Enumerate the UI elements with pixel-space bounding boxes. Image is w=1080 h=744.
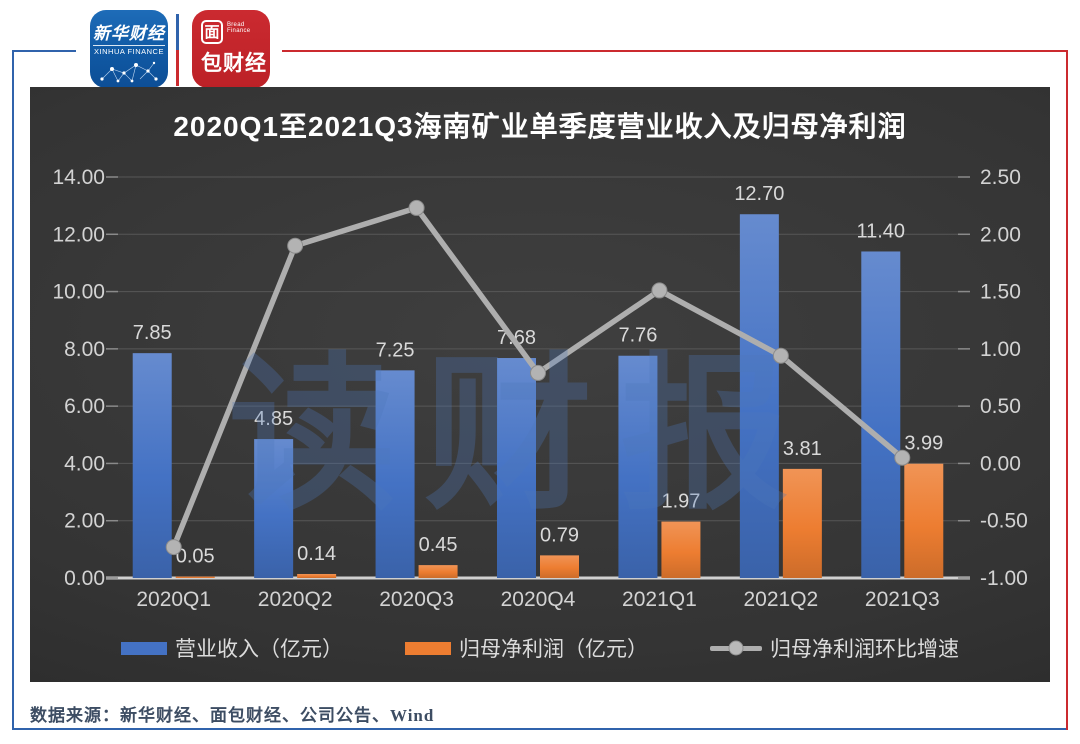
bar-revenue: [739, 214, 779, 578]
legend-label-revenue: 营业收入（亿元）: [175, 638, 343, 661]
frame-right-red-line: [1066, 50, 1068, 730]
x-axis-category-label: 2021Q3: [865, 588, 940, 611]
right-axis-tick-label: 0.00: [980, 452, 1021, 475]
frame-top-blue-line: [12, 50, 76, 52]
xinhua-logo-title: 新华财经: [93, 19, 165, 46]
bar-net-profit: [904, 463, 944, 578]
frame-left-blue-line: [12, 50, 14, 730]
frame-bottom-blue-line: [12, 728, 1068, 730]
left-axis-tick-label: 12.00: [52, 223, 105, 246]
bar-net-profit: [175, 576, 215, 578]
x-axis-category-label: 2020Q3: [379, 588, 454, 611]
legend-swatch-net-profit: [405, 641, 451, 655]
frame-top-red-line: [282, 50, 1066, 52]
bar-value-label: 7.76: [618, 325, 657, 347]
chart-canvas: 14.00 2.50 12.00 2.00 10.00 1.50 8.00 1.00 6.00 0…: [52, 166, 1028, 611]
left-axis-tick-label: 10.00: [52, 281, 105, 304]
constellation-icon: [100, 61, 158, 83]
xinhua-logo-subtitle: XINHUA FINANCE: [94, 47, 164, 56]
data-source-text: 数据来源：新华财经、面包财经、公司公告、Wind: [30, 706, 435, 725]
chart-legend: 营业收入（亿元） 归母净利润（亿元） 归母净利润环比增速: [30, 633, 1050, 663]
bread-logo-mian-glyph: 面: [201, 20, 223, 44]
x-axis-category-label: 2020Q2: [258, 588, 333, 611]
growth-line-marker: [772, 347, 789, 364]
legend-item-net-profit: 归母净利润（亿元）: [405, 633, 648, 663]
growth-line-marker: [530, 364, 546, 381]
bar-value-label: 4.85: [254, 408, 293, 430]
right-axis-tick-label: -0.50: [980, 510, 1028, 533]
legend-item-growth: 归母净利润环比增速: [710, 633, 959, 663]
right-axis-tick-label: 2.00: [980, 223, 1021, 246]
bar-revenue: [618, 355, 658, 578]
bar-net-profit: [540, 555, 579, 578]
bread-logo-brand-en: Bread Finance: [226, 22, 251, 34]
bar-value-label: 0.79: [540, 524, 579, 546]
right-axis-tick-label: -1.00: [980, 567, 1028, 590]
bar-revenue: [132, 353, 172, 578]
logo-divider-blue: [176, 14, 179, 50]
legend-label-growth: 归母净利润环比增速: [770, 638, 959, 661]
growth-line-marker: [651, 282, 668, 299]
legend-label-net-profit: 归母净利润（亿元）: [459, 638, 648, 661]
bar-value-label: 12.70: [734, 183, 784, 205]
growth-line-marker: [408, 199, 425, 216]
bar-net-profit: [661, 521, 701, 578]
growth-line-marker: [165, 539, 182, 556]
legend-swatch-revenue: [121, 641, 167, 655]
bar-net-profit: [418, 565, 458, 578]
bar-net-profit: [297, 573, 337, 578]
chart-title: 2020Q1至2021Q3海南矿业单季度营业收入及归母净利润: [173, 111, 907, 142]
left-axis-tick-label: 14.00: [52, 166, 105, 189]
legend-line-marker-icon: [710, 640, 762, 656]
xinhua-finance-logo: 新华财经 XINHUA FINANCE: [90, 10, 168, 88]
right-axis-tick-label: 0.50: [980, 395, 1021, 418]
bar-value-label: 3.81: [783, 438, 822, 460]
growth-line-marker: [894, 449, 911, 466]
x-axis-category-label: 2021Q2: [743, 588, 818, 611]
left-axis-tick-label: 6.00: [64, 395, 105, 418]
bar-revenue: [497, 358, 536, 578]
right-axis-tick-label: 1.00: [980, 338, 1021, 361]
bar-revenue: [254, 439, 294, 578]
chart-panel: 2020Q1至2021Q3海南矿业单季度营业收入及归母净利润 14.00 2.50…: [30, 87, 1050, 682]
x-axis-category-label: 2021Q1: [622, 588, 697, 611]
bar-value-label: 11.40: [856, 220, 905, 242]
logo-divider-red: [176, 50, 179, 86]
growth-line-marker: [287, 237, 304, 254]
bar-value-label: 7.25: [376, 339, 415, 361]
bar-value-label: 7.85: [133, 322, 172, 344]
bar-revenue: [375, 370, 415, 578]
bar-value-label: 3.99: [904, 433, 943, 455]
bar-value-label: 0.05: [176, 546, 215, 568]
left-axis-tick-label: 4.00: [64, 452, 105, 475]
x-axis-category-label: 2020Q1: [136, 588, 211, 611]
left-axis-tick-label: 2.00: [64, 510, 105, 533]
left-axis-tick-label: 8.00: [64, 338, 105, 361]
bar-revenue: [861, 251, 901, 578]
x-axis-category-label: 2020Q4: [501, 588, 576, 611]
bar-value-label: 0.45: [419, 534, 458, 556]
bread-logo-chars: 包财经: [201, 52, 267, 75]
right-axis-tick-label: 2.50: [980, 166, 1021, 189]
bar-value-label: 1.97: [661, 491, 700, 513]
bread-finance-logo: 面 Bread Finance 包财经: [192, 10, 270, 88]
right-axis-tick-label: 1.50: [980, 281, 1021, 304]
bar-value-label: 0.14: [297, 543, 336, 565]
bar-net-profit: [782, 468, 822, 578]
left-axis-tick-label: 0.00: [64, 567, 105, 590]
legend-item-revenue: 营业收入（亿元）: [121, 633, 343, 663]
